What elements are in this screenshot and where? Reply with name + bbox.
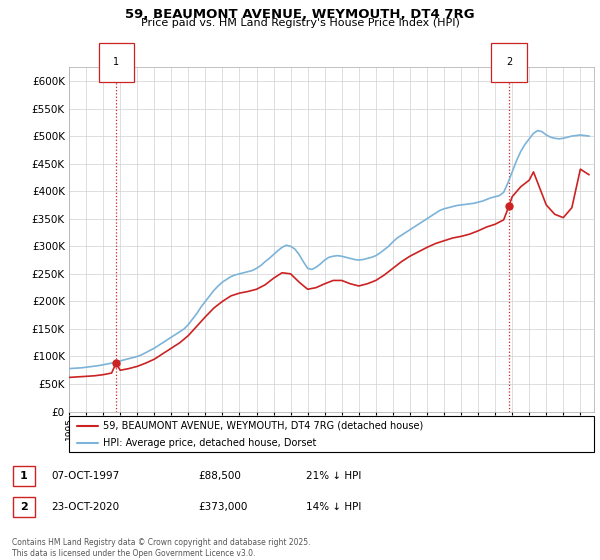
Text: 23-OCT-2020: 23-OCT-2020 bbox=[51, 502, 119, 512]
Text: £373,000: £373,000 bbox=[198, 502, 247, 512]
Text: £88,500: £88,500 bbox=[198, 471, 241, 481]
Text: 2: 2 bbox=[506, 57, 512, 67]
Text: 1: 1 bbox=[20, 471, 28, 481]
Text: 1: 1 bbox=[113, 57, 119, 67]
Text: 2: 2 bbox=[20, 502, 28, 512]
Text: 21% ↓ HPI: 21% ↓ HPI bbox=[306, 471, 361, 481]
Text: 59, BEAUMONT AVENUE, WEYMOUTH, DT4 7RG: 59, BEAUMONT AVENUE, WEYMOUTH, DT4 7RG bbox=[125, 8, 475, 21]
Text: 07-OCT-1997: 07-OCT-1997 bbox=[51, 471, 119, 481]
Text: 59, BEAUMONT AVENUE, WEYMOUTH, DT4 7RG (detached house): 59, BEAUMONT AVENUE, WEYMOUTH, DT4 7RG (… bbox=[103, 421, 424, 431]
Text: Contains HM Land Registry data © Crown copyright and database right 2025.
This d: Contains HM Land Registry data © Crown c… bbox=[12, 538, 311, 558]
Text: HPI: Average price, detached house, Dorset: HPI: Average price, detached house, Dors… bbox=[103, 438, 317, 447]
Text: Price paid vs. HM Land Registry's House Price Index (HPI): Price paid vs. HM Land Registry's House … bbox=[140, 18, 460, 29]
Text: 14% ↓ HPI: 14% ↓ HPI bbox=[306, 502, 361, 512]
